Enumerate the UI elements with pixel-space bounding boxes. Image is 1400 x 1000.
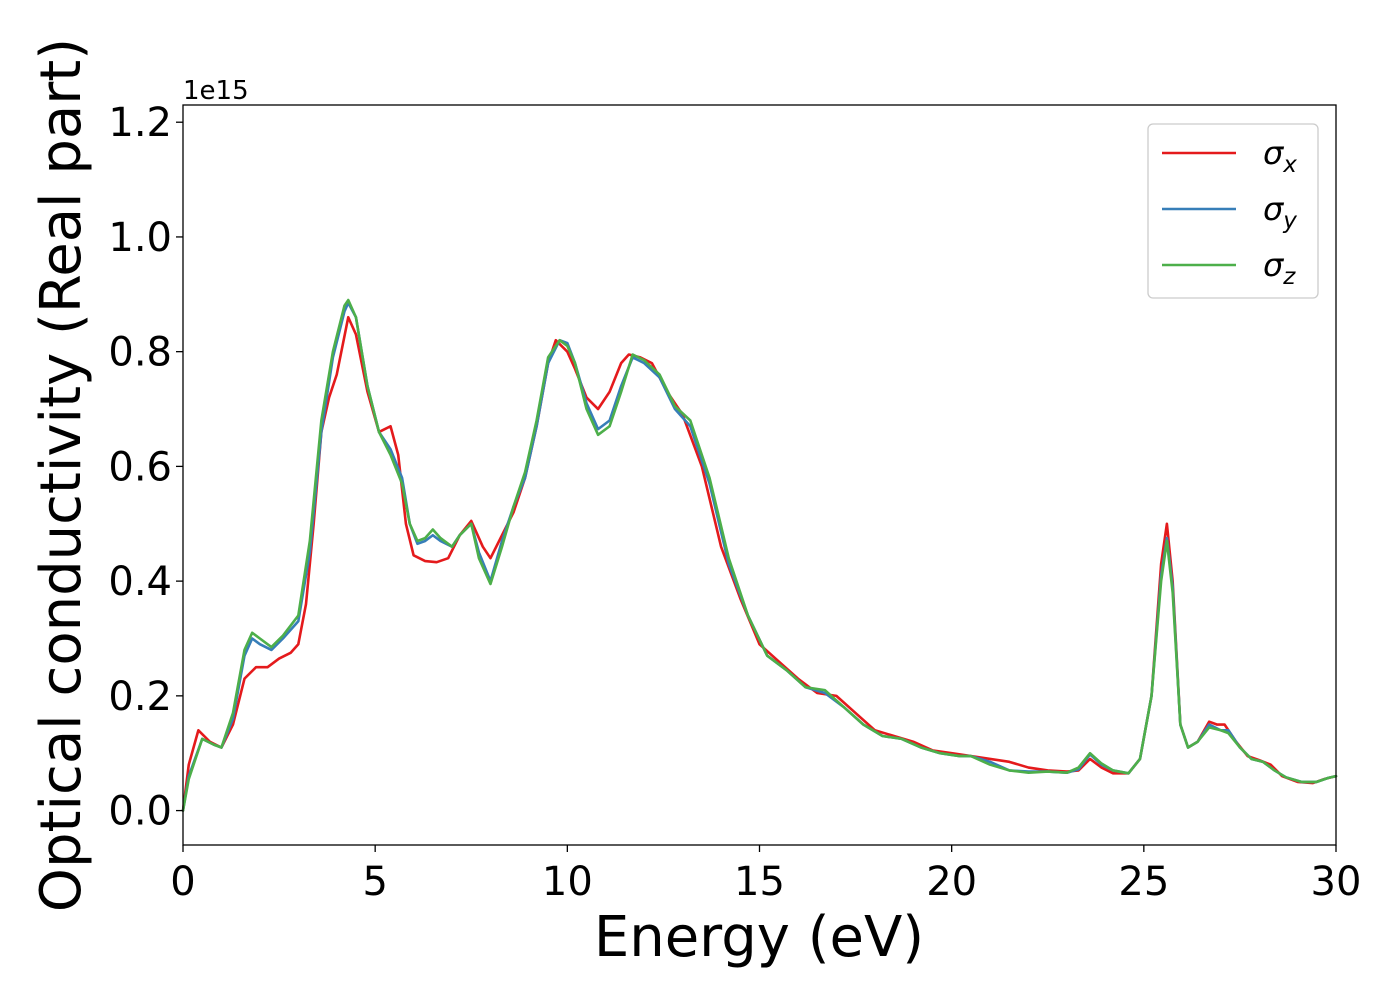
y-axis-ticks: 0.0 0.2 0.4 0.6 0.8 1.0 1.2: [108, 100, 183, 835]
y-tick-label: 1.2: [108, 100, 172, 146]
legend-box: [1147, 123, 1319, 299]
y-offset-label: 1e15: [183, 76, 249, 106]
x-axis-label: Energy (eV): [594, 905, 924, 970]
y-tick-label: 0.4: [108, 559, 172, 605]
x-tick-label: 20: [926, 859, 977, 905]
y-tick-label: 0.2: [108, 674, 172, 720]
y-tick-label: 0.6: [108, 444, 172, 490]
x-tick-label: 30: [1311, 859, 1362, 905]
y-tick-label: 1.0: [108, 215, 172, 261]
series-line-z: [181, 298, 1338, 812]
series-lines: [181, 298, 1338, 812]
y-tick-label: 0.0: [108, 789, 172, 835]
y-tick-label: 0.8: [108, 330, 172, 376]
series-line-y: [181, 301, 1338, 812]
x-tick-label: 0: [170, 859, 195, 905]
plot-frame: [182, 104, 1337, 846]
x-tick-label: 15: [734, 859, 785, 905]
x-axis-ticks: 0 5 10 15 20 25 30: [170, 845, 1361, 905]
x-tick-label: 25: [1118, 859, 1169, 905]
y-axis-label: Optical conductivity (Real part): [29, 38, 94, 912]
x-tick-label: 10: [542, 859, 593, 905]
x-tick-label: 5: [362, 859, 387, 905]
